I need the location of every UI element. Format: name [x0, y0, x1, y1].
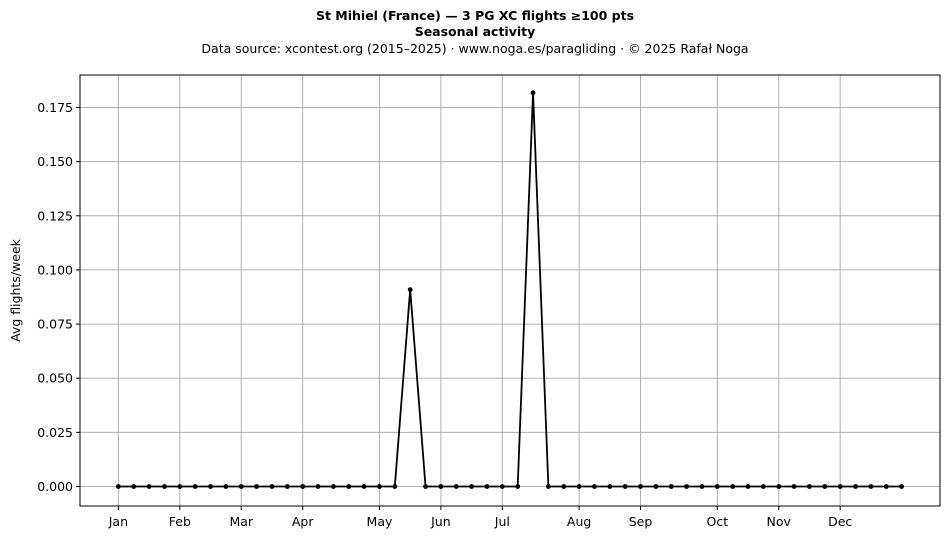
y-tick-label: 0.175 — [37, 100, 73, 115]
data-point — [746, 484, 751, 489]
data-point — [853, 484, 858, 489]
data-point — [239, 484, 244, 489]
data-point — [454, 484, 459, 489]
x-tick-label: Jun — [430, 514, 451, 529]
data-point — [792, 484, 797, 489]
data-point — [884, 484, 889, 489]
data-point — [531, 90, 536, 95]
data-point — [208, 484, 213, 489]
y-tick-label: 0.150 — [37, 154, 73, 169]
plot-frame — [80, 75, 940, 506]
data-point — [346, 484, 351, 489]
data-point — [684, 484, 689, 489]
data-point — [592, 484, 597, 489]
data-point — [485, 484, 490, 489]
data-point — [669, 484, 674, 489]
data-point — [822, 484, 827, 489]
data-point — [561, 484, 566, 489]
data-point — [868, 484, 873, 489]
data-point — [577, 484, 582, 489]
y-tick-label: 0.125 — [37, 208, 73, 223]
data-point — [546, 484, 551, 489]
data-point — [162, 484, 167, 489]
data-point — [838, 484, 843, 489]
y-tick-label: 0.025 — [37, 425, 73, 440]
data-point — [131, 484, 136, 489]
data-point — [331, 484, 336, 489]
data-point — [807, 484, 812, 489]
x-tick-label: Mar — [229, 514, 253, 529]
y-tick-label: 0.050 — [37, 371, 73, 386]
y-tick-label: 0.100 — [37, 262, 73, 277]
data-point — [469, 484, 474, 489]
x-tick-label: Sep — [629, 514, 653, 529]
data-point — [623, 484, 628, 489]
data-point — [392, 484, 397, 489]
x-tick-label: Feb — [169, 514, 191, 529]
data-point — [653, 484, 658, 489]
data-point — [377, 484, 382, 489]
data-point — [438, 484, 443, 489]
data-point — [300, 484, 305, 489]
data-point — [638, 484, 643, 489]
x-tick-label: Aug — [567, 514, 591, 529]
data-point — [147, 484, 152, 489]
x-tick-label: Jul — [494, 514, 510, 529]
x-tick-label: Dec — [828, 514, 852, 529]
data-point — [761, 484, 766, 489]
data-point — [776, 484, 781, 489]
data-point — [254, 484, 259, 489]
data-point — [700, 484, 705, 489]
ticks: Jan Feb Mar Apr May Jun Jul Aug Sep Oct Nov Dec 0.00… — [37, 100, 852, 529]
x-tick-label: Oct — [707, 514, 729, 529]
data-point — [408, 287, 413, 292]
data-point — [515, 484, 520, 489]
data-point — [607, 484, 612, 489]
y-axis-label: Avg flights/week — [8, 238, 23, 342]
x-tick-label: May — [367, 514, 393, 529]
data-point — [193, 484, 198, 489]
x-tick-label: Apr — [292, 514, 314, 529]
x-tick-label: Jan — [108, 514, 128, 529]
series-line — [118, 93, 901, 487]
data-point — [362, 484, 367, 489]
y-tick-label: 0.000 — [37, 479, 73, 494]
data-point — [715, 484, 720, 489]
grid — [80, 75, 940, 506]
data-point — [423, 484, 428, 489]
data-point — [116, 484, 121, 489]
data-point — [270, 484, 275, 489]
x-tick-label: Nov — [767, 514, 792, 529]
data-point — [316, 484, 321, 489]
y-tick-label: 0.075 — [37, 317, 73, 332]
data-point — [177, 484, 182, 489]
data-point — [899, 484, 904, 489]
series-layer — [116, 90, 904, 489]
data-point — [730, 484, 735, 489]
data-point — [285, 484, 290, 489]
data-point — [500, 484, 505, 489]
data-point — [223, 484, 228, 489]
